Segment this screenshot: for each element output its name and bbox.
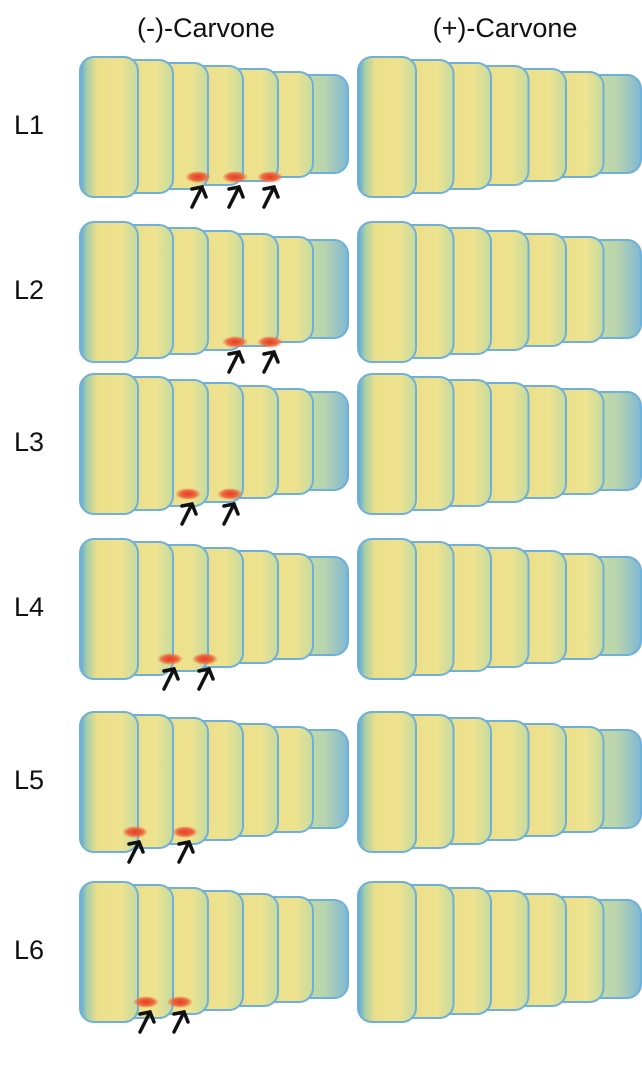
- slice: [357, 56, 417, 198]
- heatmap-panel: [79, 221, 349, 374]
- slice: [357, 881, 417, 1023]
- heatmap-panel: [357, 881, 642, 1023]
- slice: [79, 221, 139, 363]
- activation-spot: [217, 488, 243, 500]
- column-header: (+)-Carvone: [433, 13, 578, 43]
- slice: [79, 881, 139, 1023]
- arrow: [197, 666, 215, 691]
- row-label: L2: [14, 275, 44, 305]
- activation-spot: [172, 826, 198, 838]
- arrow: [162, 666, 180, 691]
- heatmap-panel: [357, 221, 642, 363]
- arrow: [177, 839, 195, 864]
- arrow: [227, 184, 245, 209]
- arrow: [180, 501, 198, 526]
- arrow: [127, 839, 145, 864]
- activation-spot: [157, 653, 183, 665]
- slice: [79, 373, 139, 515]
- slice: [79, 711, 139, 853]
- slice: [357, 221, 417, 363]
- panels: L1 L2 L3 L4 L5 L6: [14, 56, 642, 1034]
- heatmap-panel: [79, 881, 349, 1034]
- row-label: L3: [14, 427, 44, 457]
- heatmap-panel: [79, 373, 349, 526]
- arrow: [138, 1009, 156, 1034]
- heatmap-panel: [357, 56, 642, 198]
- row-label: L6: [14, 935, 44, 965]
- slice: [357, 373, 417, 515]
- row-label: L4: [14, 592, 44, 622]
- activation-spot: [257, 336, 283, 348]
- arrow: [190, 184, 208, 209]
- slice: [79, 538, 139, 680]
- heatmap-panel: [79, 56, 349, 209]
- arrow: [227, 349, 245, 374]
- heatmap-panel: [357, 373, 642, 515]
- activation-spot: [185, 171, 211, 183]
- arrow: [222, 501, 240, 526]
- arrow: [262, 184, 280, 209]
- activation-spot: [222, 336, 248, 348]
- activation-spot: [133, 996, 159, 1008]
- arrow: [262, 349, 280, 374]
- slice: [357, 538, 417, 680]
- heatmap-panel: [357, 711, 642, 853]
- slice: [79, 56, 139, 198]
- row-label: L5: [14, 765, 44, 795]
- heatmap-panel: [357, 538, 642, 680]
- activation-spot: [175, 488, 201, 500]
- row-label: L1: [14, 110, 44, 140]
- arrow: [172, 1009, 190, 1034]
- activation-spot: [257, 171, 283, 183]
- activation-spot: [167, 996, 193, 1008]
- activation-spot: [192, 653, 218, 665]
- heatmap-panel: [79, 538, 349, 691]
- slice: [357, 711, 417, 853]
- column-header: (-)-Carvone: [137, 13, 275, 43]
- activation-spot: [222, 171, 248, 183]
- heatmap-panel: [79, 711, 349, 864]
- activation-spot: [122, 826, 148, 838]
